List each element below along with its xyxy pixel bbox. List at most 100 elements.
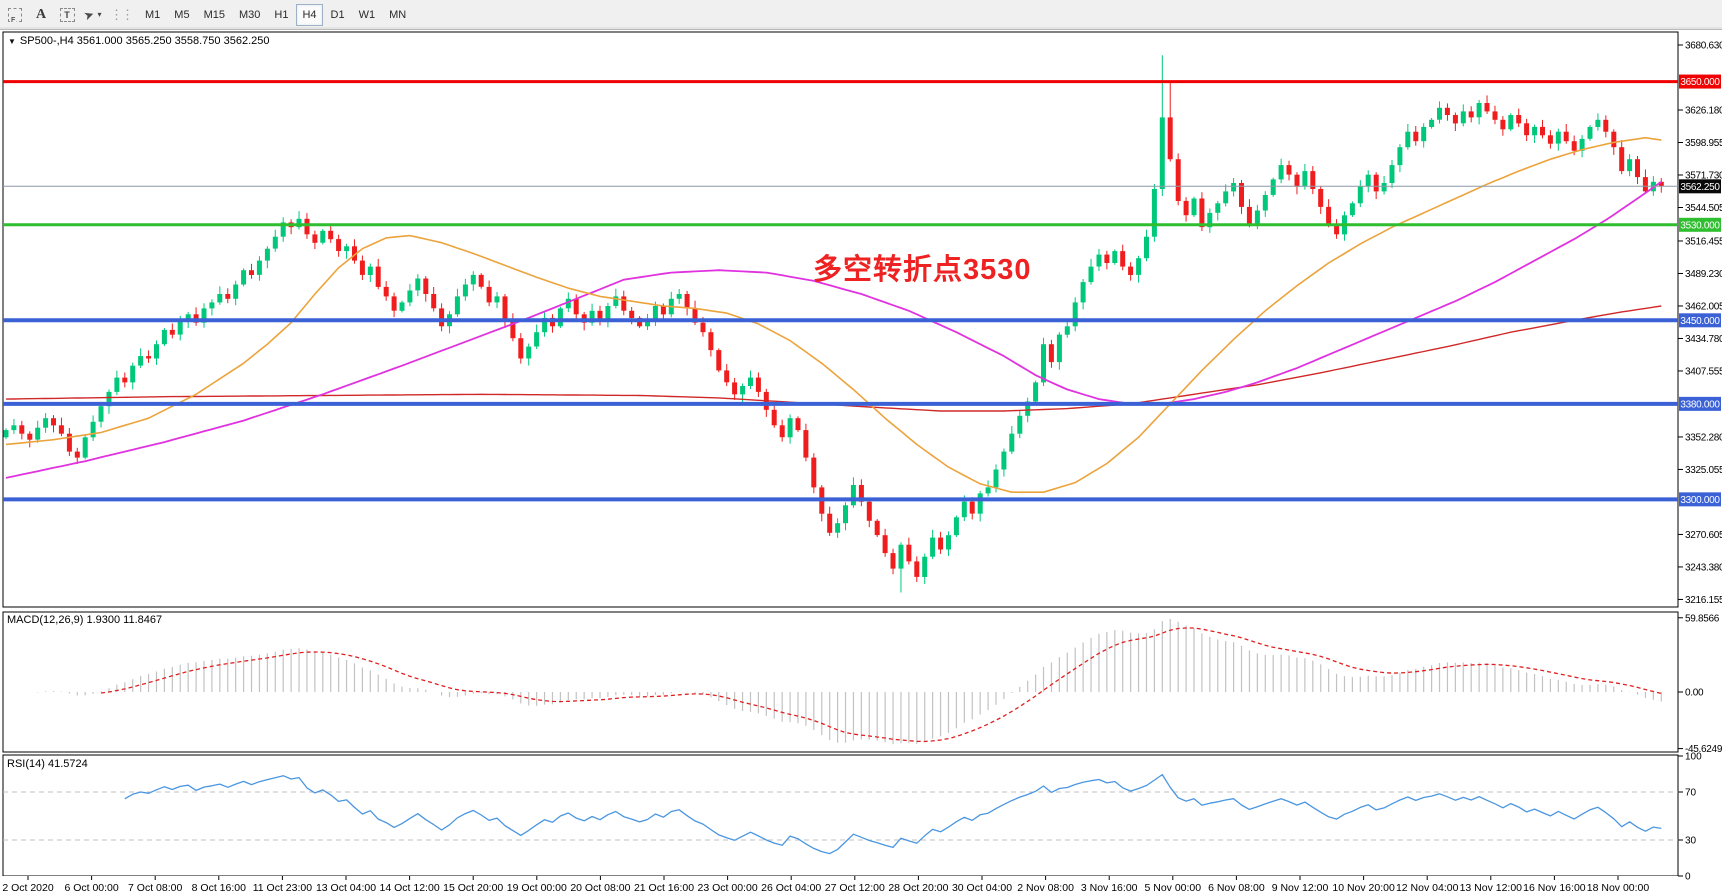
candle-body bbox=[1254, 210, 1260, 225]
price-badge-label: 3562.250 bbox=[1680, 182, 1720, 193]
macd-indicator-label: MACD(12,26,9) 1.9300 11.8467 bbox=[7, 614, 163, 626]
time-axis-label: 11 Oct 23:00 bbox=[253, 882, 313, 894]
candle-body bbox=[1009, 433, 1015, 452]
candle-body bbox=[1231, 183, 1237, 192]
text-box-icon: T bbox=[59, 7, 75, 22]
candle-body bbox=[217, 294, 223, 303]
candle-body bbox=[890, 553, 896, 569]
timeframe-button-mn[interactable]: MN bbox=[383, 4, 412, 26]
candle-body bbox=[740, 386, 746, 395]
candle-body bbox=[1397, 147, 1403, 166]
timeframe-button-m15[interactable]: M15 bbox=[198, 4, 231, 26]
candle-body bbox=[312, 234, 318, 243]
candle-body bbox=[225, 294, 231, 299]
candle-body bbox=[415, 278, 421, 291]
candle-body bbox=[1088, 266, 1094, 283]
candle-body bbox=[898, 544, 904, 569]
candle-body bbox=[43, 418, 49, 428]
price-badge bbox=[1679, 396, 1721, 411]
candle-body bbox=[359, 260, 365, 275]
macd-pane-plot[interactable] bbox=[2, 611, 1679, 753]
rsi-axis-label: 0 bbox=[1685, 872, 1691, 883]
candle-body bbox=[320, 230, 326, 243]
time-axis-label: 20 Oct 08:00 bbox=[570, 882, 630, 894]
candle-body bbox=[1524, 123, 1530, 136]
candle-body bbox=[542, 317, 548, 333]
candle-body bbox=[1563, 131, 1569, 142]
time-axis-label: 28 Oct 20:00 bbox=[888, 882, 948, 894]
candle-body bbox=[843, 505, 848, 524]
candle-body bbox=[399, 302, 405, 311]
price-axis-area[interactable] bbox=[1679, 32, 1721, 876]
candle-body bbox=[1262, 195, 1268, 211]
time-axis-label: 27 Oct 12:00 bbox=[825, 882, 885, 894]
candle-body bbox=[66, 433, 72, 452]
candle-body bbox=[35, 427, 41, 440]
candle-body bbox=[1389, 165, 1395, 183]
time-axis-label: 14 Oct 12:00 bbox=[380, 882, 440, 894]
candle-body bbox=[1175, 159, 1181, 201]
candle-body bbox=[605, 306, 611, 321]
candle-body bbox=[557, 308, 563, 327]
candle-body bbox=[241, 270, 247, 285]
price-axis-label: 3571.730 bbox=[1685, 170, 1722, 181]
timeframe-button-m1[interactable]: M1 bbox=[139, 4, 166, 26]
arrows-tool-button[interactable]: ➤ ▾ bbox=[80, 3, 106, 27]
candle-body bbox=[1421, 126, 1427, 142]
candle-body bbox=[977, 493, 983, 514]
candle-body bbox=[1033, 382, 1039, 402]
frame-tool-button[interactable]: F bbox=[2, 3, 28, 27]
timeframe-button-d1[interactable]: D1 bbox=[325, 4, 351, 26]
time-axis-label: 13 Nov 12:00 bbox=[1460, 882, 1523, 894]
candle-body bbox=[1199, 198, 1205, 228]
candle-body bbox=[146, 356, 152, 359]
timeframe-button-w1[interactable]: W1 bbox=[353, 4, 382, 26]
text-label-tool-button[interactable]: A bbox=[28, 3, 54, 27]
candle-body bbox=[597, 310, 603, 321]
candle-body bbox=[1627, 159, 1633, 172]
candle-body bbox=[573, 298, 579, 315]
candle-body bbox=[1540, 126, 1545, 136]
candle-body bbox=[1595, 119, 1601, 127]
candle-body bbox=[946, 535, 951, 550]
candle-body bbox=[866, 501, 872, 521]
chevron-down-icon: ▾ bbox=[97, 10, 102, 19]
symbol-ohlc-text: SP500-,H4 3561.000 3565.250 3558.750 356… bbox=[19, 35, 270, 47]
time-axis-label: 10 Nov 20:00 bbox=[1332, 882, 1395, 894]
candle-body bbox=[352, 246, 357, 261]
timeframe-button-m5[interactable]: M5 bbox=[168, 4, 195, 26]
time-axis-area[interactable] bbox=[0, 876, 1722, 896]
time-axis-label: 23 Oct 00:00 bbox=[698, 882, 758, 894]
candle-body bbox=[304, 218, 310, 235]
candle-body bbox=[470, 274, 476, 285]
candle-body bbox=[1056, 334, 1062, 363]
timeframe-button-h4[interactable]: H4 bbox=[296, 3, 323, 26]
text-box-tool-button[interactable]: T bbox=[54, 3, 80, 27]
candle-body bbox=[19, 425, 25, 434]
candle-body bbox=[1183, 200, 1189, 216]
candle-body bbox=[748, 377, 753, 386]
candle-body bbox=[1373, 174, 1379, 192]
timeframe-button-m30[interactable]: M30 bbox=[233, 4, 266, 26]
candle-body bbox=[177, 320, 183, 335]
time-axis-label: 21 Oct 16:00 bbox=[634, 882, 694, 894]
candle-body bbox=[589, 310, 595, 323]
candle-body bbox=[1278, 165, 1284, 180]
price-axis-label: 3516.455 bbox=[1685, 236, 1722, 247]
symbol-dropdown-icon[interactable]: ▼ bbox=[8, 37, 16, 46]
candle-body bbox=[938, 537, 944, 550]
candle-body bbox=[1072, 302, 1078, 327]
candle-body bbox=[1555, 131, 1561, 144]
time-axis-label: 3 Nov 16:00 bbox=[1081, 882, 1138, 894]
candle-body bbox=[1642, 177, 1648, 192]
chart-canvas: 3680.630 3626.180 3598.955 3571.730 3544.505… bbox=[0, 31, 1722, 896]
arrow-tool-icon: ➤ bbox=[82, 6, 97, 23]
candle-body bbox=[692, 308, 698, 323]
candle-body bbox=[51, 418, 56, 426]
candle-body bbox=[700, 322, 706, 333]
toolbar-grip[interactable]: ⋮⋮ bbox=[110, 6, 134, 22]
timeframe-button-h1[interactable]: H1 bbox=[268, 4, 294, 26]
rsi-pane-plot[interactable] bbox=[2, 754, 1679, 877]
candle-body bbox=[1246, 206, 1252, 225]
candle-body bbox=[328, 230, 334, 240]
